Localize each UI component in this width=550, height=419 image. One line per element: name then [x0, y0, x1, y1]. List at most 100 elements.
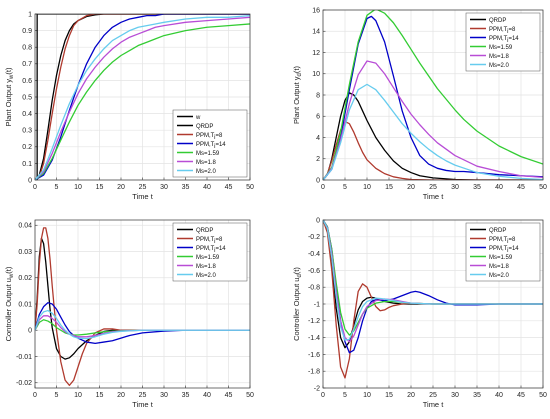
x-tick-label: 15: [385, 392, 393, 399]
x-tick-label: 0: [33, 392, 37, 399]
x-tick-label: 25: [429, 184, 437, 191]
x-tick-label: 45: [225, 184, 233, 191]
x-tick-label: 25: [429, 392, 437, 399]
legend-entry-ms-1-59: Ms=1.59: [196, 151, 220, 157]
legend-entry-ppm-t-i-8: PPM,Ti=8: [196, 133, 223, 141]
x-tick-label: 10: [363, 392, 371, 399]
x-tick-label: 40: [495, 392, 503, 399]
y-tick-label: -0.8: [308, 285, 320, 292]
x-tick-label: 45: [517, 184, 525, 191]
chart-tr: 0 5 10 15 20 25 30 35 40 45 50 0 2 4 6 8 10 12 14 16 Time t P…: [292, 7, 547, 201]
x-tick-label: 30: [451, 392, 459, 399]
y-tick-label: -1.4: [308, 335, 320, 342]
legend-entry-ppm-t-i-14: PPM,Ti=14: [196, 246, 226, 254]
x-tick-label: 10: [363, 184, 371, 191]
x-tick-label: 20: [407, 184, 415, 191]
legend-entry-qrdp: QRDP: [489, 18, 506, 24]
legend-entry-ppm-t-i-8: PPM,Ti=8: [489, 237, 516, 245]
y-tick-label: -1.6: [308, 352, 320, 359]
x-tick-label: 35: [182, 392, 190, 399]
y-tick-label: 12: [312, 50, 320, 57]
y-tick-label: 8: [316, 92, 320, 99]
series-line-ppm-t-i-14: [323, 15, 543, 180]
x-tick-label: 15: [385, 184, 393, 191]
legend-entry-ppm-t-i-14: PPM,Ti=14: [196, 142, 226, 150]
series-line-ms-2-0: [35, 15, 250, 180]
x-tick-label: 30: [451, 184, 459, 191]
x-tick-label: 50: [539, 184, 547, 191]
legend-entry-ppm-t-i-8: PPM,Ti=8: [489, 27, 516, 35]
series-line-ppm-t-i-8: [35, 14, 250, 180]
chart-tl: 0 5 10 15 20 25 30 35 40 45 50 0 0.1 0.2 0.3 0.4 0.5 0.6 0…: [4, 11, 254, 201]
x-tick-label: 25: [139, 184, 147, 191]
x-tick-label: 15: [96, 184, 104, 191]
legend-entry-ms-1-59: Ms=1.59: [489, 45, 513, 51]
y-tick-label: 0.6: [22, 78, 32, 85]
series-line-ms-2-0: [323, 83, 543, 180]
x-tick-label: 0: [321, 184, 325, 191]
x-tick-label: 15: [96, 392, 104, 399]
y-tick-label: -1.8: [308, 369, 320, 376]
y-tick-label: -0.4: [308, 251, 320, 258]
y-tick-label: 4: [316, 135, 320, 142]
series-line-ms-2-0: [35, 309, 250, 340]
y-tick-label: 0.3: [22, 128, 32, 135]
legend-box: [465, 12, 541, 72]
y-tick-label: -0.01: [16, 354, 32, 361]
y-tick-label: 14: [312, 29, 320, 36]
y-tick-label: 0.02: [18, 275, 32, 282]
y-axis-label: Plant Output yd(t): [292, 66, 303, 124]
y-tick-label: -2: [314, 385, 320, 392]
y-tick-label: -0.02: [16, 380, 32, 387]
x-axis-label: Time t: [423, 192, 444, 201]
x-tick-label: 10: [74, 184, 82, 191]
y-tick-label: 0.1: [22, 161, 32, 168]
x-tick-label: 50: [539, 392, 547, 399]
x-axis-label: Time t: [423, 400, 444, 409]
y-tick-label: 0: [28, 177, 32, 184]
y-tick-label: 0.04: [18, 223, 32, 230]
series-group: [35, 227, 250, 387]
x-tick-label: 40: [495, 184, 503, 191]
y-tick-label: -1.2: [308, 318, 320, 325]
plot-frame: [34, 219, 251, 389]
y-tick-label: -1: [314, 301, 320, 308]
legend-entry-w: w: [195, 115, 201, 121]
legend-box: [172, 222, 248, 282]
series-line-ppm-t-i-8: [35, 227, 250, 387]
x-axis-label: Time t: [132, 400, 153, 409]
y-tick-label: 0.8: [22, 45, 32, 52]
legend-entry-ms-2-0: Ms=2.0: [196, 273, 217, 279]
legend-entry-qrdp: QRDP: [489, 228, 506, 234]
y-axis-label: Controller Output uw(t): [4, 266, 15, 341]
x-tick-label: 0: [321, 392, 325, 399]
series-line-w: [35, 14, 250, 180]
series-line-ms-1-59: [323, 10, 543, 180]
legend-entry-ms-1-59: Ms=1.59: [489, 255, 513, 261]
x-tick-label: 35: [473, 184, 481, 191]
x-tick-label: 20: [407, 392, 415, 399]
x-tick-label: 10: [74, 392, 82, 399]
series-line-qrdp: [35, 237, 250, 360]
y-tick-label: 6: [316, 114, 320, 121]
y-tick-label: 0.5: [22, 94, 32, 101]
legend-entry-ms-1-8: Ms=1.8: [196, 264, 217, 270]
legend-entry-ms-2-0: Ms=2.0: [196, 169, 217, 175]
legend-entry-qrdp: QRDP: [196, 228, 213, 234]
y-tick-label: 0.4: [22, 111, 32, 118]
legend-entry-ms-1-8: Ms=1.8: [489, 54, 510, 60]
legend-entry-ppm-t-i-14: PPM,Ti=14: [489, 36, 519, 44]
x-tick-label: 45: [225, 392, 233, 399]
x-tick-label: 20: [117, 184, 125, 191]
plot-frame: [34, 13, 251, 181]
x-tick-label: 20: [117, 392, 125, 399]
series-group: [35, 14, 250, 180]
x-tick-label: 50: [246, 184, 254, 191]
legend-entry-ppm-t-i-14: PPM,Ti=14: [489, 246, 519, 254]
legend-entry-ms-1-8: Ms=1.8: [489, 264, 510, 270]
y-tick-label: 1: [28, 11, 32, 18]
series-group: [323, 10, 543, 180]
